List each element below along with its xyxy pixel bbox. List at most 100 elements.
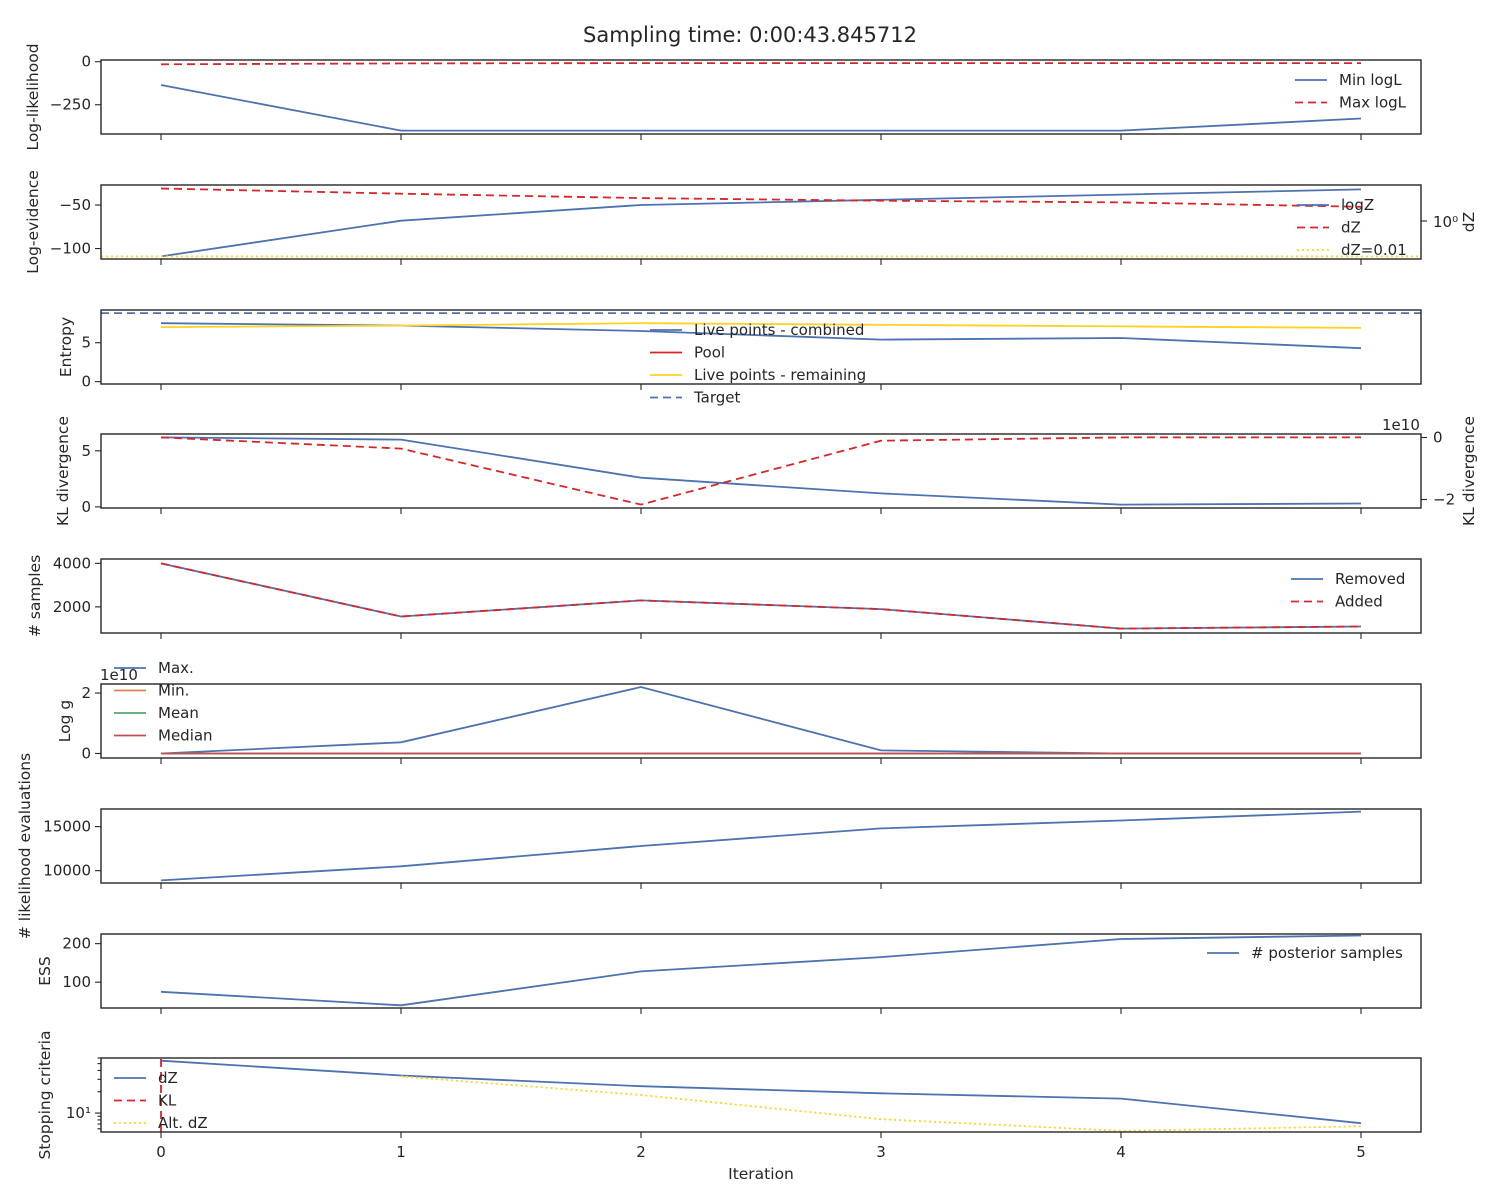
panel-3: 5 0 Entropy (57, 309, 1422, 391)
y-tick-label: 100 (62, 973, 91, 991)
series-line-kl-4-0 (160, 436, 1362, 506)
legend-label: dZ (158, 1069, 178, 1087)
x-axis-label: Iteration (728, 1165, 794, 1183)
legend-label: Live points - remaining (694, 366, 866, 384)
legend-log-likelihood: Min logL Max logL (1295, 71, 1407, 112)
series-line-removed-5-0 (160, 562, 1362, 630)
legend-label: Max. (158, 659, 194, 677)
panels: 0−250Log-likelihood−50−100Log-evidence50… (16, 43, 1478, 1161)
panel-9-series (160, 1059, 1362, 1132)
legend-label: KL (158, 1092, 177, 1110)
series-line-posterior-samples-8-0 (160, 934, 1362, 1007)
series-line-dz-9-0 (160, 1059, 1362, 1125)
y-offset-label: 1e10 (100, 666, 138, 684)
x-tick-label: 1 (396, 1143, 406, 1161)
y-axis-label: Log-evidence (24, 170, 42, 274)
panel-1-frame (100, 59, 1422, 135)
panel-8-frame (100, 933, 1422, 1009)
series-line-alt-dz-9-2 (400, 1075, 1362, 1132)
y-axis-label: Log g (56, 700, 74, 742)
x-tick-label: 5 (1356, 1143, 1366, 1161)
series-line-dz-2-1 (160, 187, 1362, 208)
panel-2-series (101, 187, 1421, 258)
y-axis-label: # samples (26, 555, 44, 637)
y-tick-label: 4000 (53, 554, 91, 572)
x-tick-label: 2 (636, 1143, 646, 1161)
panel-1-series (160, 62, 1362, 132)
x-tick-label: 4 (1116, 1143, 1126, 1161)
y2-axis-label: dZ (1460, 212, 1478, 232)
y-axis-label: Stopping criteria (36, 1031, 54, 1160)
y-axis-label: Entropy (57, 317, 75, 377)
legend-log-g: Max. Min. Mean Median (114, 659, 213, 745)
legend-label: Median (158, 727, 213, 745)
y-axis-label: KL divergence (54, 416, 72, 526)
panel-9-frame (100, 1057, 1422, 1133)
legend-ess: # posterior samples (1207, 944, 1403, 962)
panel-4-series (160, 436, 1362, 506)
legend-label: Pool (694, 344, 725, 362)
series-line-max-6-0 (160, 686, 1361, 755)
figure-title: Sampling time: 0:00:43.845712 (583, 23, 917, 47)
panel-6-series (160, 686, 1361, 755)
y-axis-label: ESS (36, 956, 54, 985)
y-axis-label: Log-likelihood (24, 43, 42, 150)
legend-entropy: Live points - combined Pool Live points - … (650, 321, 866, 407)
legend-label: Max logL (1339, 94, 1407, 112)
y-tick-label: 15000 (43, 818, 91, 836)
y-tick-label: 5 (81, 334, 91, 352)
y-tick-label: 5 (81, 442, 91, 460)
y-tick-label: 0 (81, 53, 91, 71)
panel-9: 10¹ Stopping criteria (36, 1031, 1422, 1160)
y-tick-label: 200 (62, 935, 91, 953)
series-line-kl-right-axis-1e10-4-1 (160, 436, 1361, 506)
series-line-data-7-0 (160, 810, 1362, 882)
series-line-min-logl-1-0 (160, 84, 1362, 132)
y2-offset-label: 1e10 (1382, 416, 1420, 434)
y-tick-label: 0 (81, 373, 91, 391)
x-tick-label: 3 (876, 1143, 886, 1161)
panel-3-frame (100, 309, 1422, 385)
legend-log-evidence: logZ dZ dZ=0.01 (1297, 196, 1407, 259)
y2-tick-label: 0 (1433, 429, 1443, 447)
y-axis-label: # likelihood evaluations (16, 753, 34, 939)
legend-label: Added (1335, 593, 1383, 611)
legend-label: Min. (158, 682, 189, 700)
panel-7-frame (100, 808, 1422, 884)
y-tick-label: 2 (81, 684, 91, 702)
series-line-live-points-remaining-3-2 (160, 322, 1362, 329)
legend-label: Removed (1335, 570, 1405, 588)
panel-6-frame (100, 683, 1422, 759)
panel-3-series (101, 312, 1421, 350)
y-tick-label: 0 (81, 744, 91, 762)
legend-label: Live points - combined (694, 321, 864, 339)
legend-label: logZ (1341, 196, 1374, 214)
y-tick-label: 10000 (43, 862, 91, 880)
y-tick-label: 2000 (53, 598, 91, 616)
legend-stopping: dZ KL Alt. dZ (114, 1069, 208, 1132)
legend-label: Min logL (1339, 71, 1402, 89)
panel-1: 0 −250 Log-likelihood (24, 43, 1422, 151)
legend-label: Alt. dZ (158, 1114, 208, 1132)
panel-2: −50 −100 Log-evidence (24, 170, 1422, 274)
panel-7: 15000 10000 # likelihood evaluations (16, 753, 1422, 939)
panel-4-frame (100, 433, 1422, 509)
panel-5-frame (100, 558, 1422, 634)
y-tick-label: 0 (81, 498, 91, 516)
y2-axis-label: KL divergence (1460, 416, 1478, 526)
panel-5-series (160, 562, 1362, 630)
panel-6: 2 0 Log g (56, 683, 1422, 764)
legend-label: Mean (158, 704, 199, 722)
y-tick-label: −250 (50, 96, 91, 114)
y2-tick-label: −2 (1433, 491, 1455, 509)
panel-2-frame (100, 184, 1422, 260)
panel-4: 5 0 KL divergence (54, 416, 1422, 526)
panel-5: 4000 2000 # samples (26, 554, 1422, 639)
legend-samples: Removed Added (1291, 570, 1405, 611)
series-line-max-logl-1-1 (160, 62, 1361, 66)
y-tick-label: 10¹ (66, 1104, 91, 1122)
series-line-logz-2-0 (160, 188, 1362, 258)
legend-label: # posterior samples (1251, 944, 1403, 962)
x-tick-label: 0 (156, 1143, 166, 1161)
